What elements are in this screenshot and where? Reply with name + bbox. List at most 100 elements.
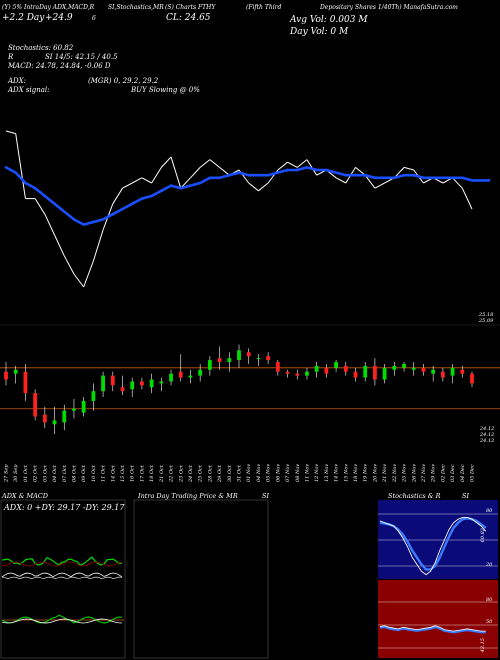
ema-line-segment: [334, 171, 348, 177]
candle-body: [237, 350, 241, 361]
date-tick-label: 30 Sep: [13, 464, 19, 482]
mgr-readout: (MGR) 0, 29.2, 29.2: [88, 77, 159, 85]
candle-body: [72, 408, 76, 411]
ema-line-segment: [276, 168, 289, 174]
close-line-segment: [219, 167, 230, 176]
candle-body: [256, 358, 261, 360]
price-tick-low-c: 24.12: [480, 438, 495, 444]
candle-body: [4, 371, 8, 380]
date-tick-label: 27 Sep: [4, 464, 10, 483]
candle-body: [81, 400, 86, 413]
date-tick-label: 01 Oct: [23, 464, 29, 482]
date-tick-label: 04 Oct: [52, 464, 58, 482]
date-tick-label: 18 Oct: [149, 464, 155, 482]
close-line-segment: [403, 166, 414, 171]
header-line1-end: Depositary Shares 1/40Th) ManafaSutra.co…: [320, 4, 458, 11]
date-tick-label: 24 Oct: [188, 464, 194, 483]
ema-line-segment: [305, 166, 318, 172]
adx-panel-values: ADX: 0 +DY: 29.17 -DY: 29.17: [4, 503, 125, 512]
candle-body: [460, 369, 465, 374]
ema-line-segment: [53, 202, 66, 213]
close-line-segment: [141, 177, 152, 184]
close-line-segment: [44, 213, 55, 236]
date-tick-label: 05 Nov: [266, 464, 272, 482]
buy-signal: BUY Slowing @ 0%: [131, 86, 200, 94]
ema-line-segment: [33, 186, 47, 198]
date-tick-label: 15 Nov: [343, 464, 349, 482]
header-line1-left: (Y) 5% IntraDay ADX,MACD,R: [2, 4, 95, 11]
ema-line-segment: [325, 168, 338, 174]
candle-body: [363, 365, 368, 378]
si-smooth-line: [379, 625, 486, 634]
date-tick-label: 13 Nov: [324, 464, 330, 482]
intraday-panel-si: SI: [262, 492, 270, 500]
stoch-panel-title: Stochastics & R: [388, 492, 441, 500]
date-tick-label: 09 Oct: [81, 464, 87, 482]
date-tick-label: 19 Nov: [363, 464, 369, 482]
ema-line-segment: [160, 184, 173, 193]
date-tick-label: 02 Dec: [440, 464, 446, 482]
ema-line-segment: [111, 207, 124, 216]
candle-body: [431, 369, 436, 374]
ema-line-segment: [393, 173, 406, 180]
close-line-segment: [296, 159, 308, 168]
macd-readout: MACD: 24.78, 24.84, -0.06 D: [8, 62, 111, 70]
date-tick-label: 22 Oct: [169, 464, 175, 483]
date-tick-label: 03 Dec: [450, 464, 456, 482]
avg-vol: Avg Vol: 0.003 M: [290, 15, 368, 25]
candle-body: [440, 371, 445, 378]
day-vol: Day Vol: 0 M: [290, 27, 349, 37]
minus-di-line: [1, 561, 123, 567]
date-tick-label: 18 Nov: [353, 464, 359, 482]
date-tick-label: 08 Oct: [71, 464, 77, 482]
header-day-change: +2.2 Day: [2, 13, 45, 23]
candle-body: [178, 371, 183, 378]
candle-body: [402, 363, 406, 368]
close-line-segment: [131, 177, 143, 184]
close-line-segment: [5, 130, 16, 135]
candle-body: [266, 356, 271, 361]
candle-body: [295, 373, 300, 376]
candle-body: [217, 358, 222, 362]
stoch-tick-80: 80: [486, 508, 493, 514]
candle-body: [411, 367, 416, 370]
ema-line-segment: [72, 218, 85, 226]
date-tick-label: 04 Dec: [460, 464, 466, 482]
date-tick-label: 11 Nov: [304, 464, 310, 482]
header-number: 6: [92, 15, 96, 22]
date-tick-label: 04 Nov: [256, 464, 262, 482]
adx-signal-line: [1, 576, 123, 580]
candle-body: [169, 373, 173, 382]
ema-line-segment: [140, 194, 153, 200]
candle-body: [198, 369, 203, 376]
candle-body: [324, 367, 329, 374]
close-line-segment: [15, 133, 26, 199]
ema-line-segment: [295, 166, 309, 172]
si-readout: SI 14/5: 42.15 / 40.5: [45, 53, 118, 61]
r-label: R: [8, 53, 14, 61]
stoch-tick-value: 60.82: [480, 528, 486, 543]
close-line-segment: [73, 273, 85, 288]
date-tick-label: 05 Dec: [470, 464, 476, 482]
price-tick-low-b: 24.12: [480, 432, 495, 438]
close-line-segment: [170, 156, 182, 189]
date-tick-label: 29 Nov: [431, 464, 437, 483]
adx-label: ADX:: [8, 77, 27, 85]
ema-line-segment: [227, 171, 241, 177]
header-line1-right: (S) Charts FTHY: [165, 4, 216, 11]
date-tick-label: 28 Oct: [207, 464, 213, 483]
candle-body: [120, 387, 125, 392]
macd-signal-line: [1, 618, 123, 624]
si-tick-50: 50: [486, 619, 493, 625]
date-tick-label: 10 Oct: [91, 464, 97, 482]
candle-body: [130, 381, 135, 390]
candle-body: [343, 365, 348, 372]
date-tick-label: 08 Nov: [295, 464, 301, 482]
candle-body: [149, 379, 154, 388]
si-tick-value: 42.15: [480, 638, 486, 653]
close-line-segment: [190, 167, 201, 179]
ema-line-segment: [24, 181, 37, 190]
candle-body: [275, 361, 280, 372]
ema-line-segment: [237, 171, 251, 177]
date-tick-label: 06 Nov: [275, 464, 281, 482]
